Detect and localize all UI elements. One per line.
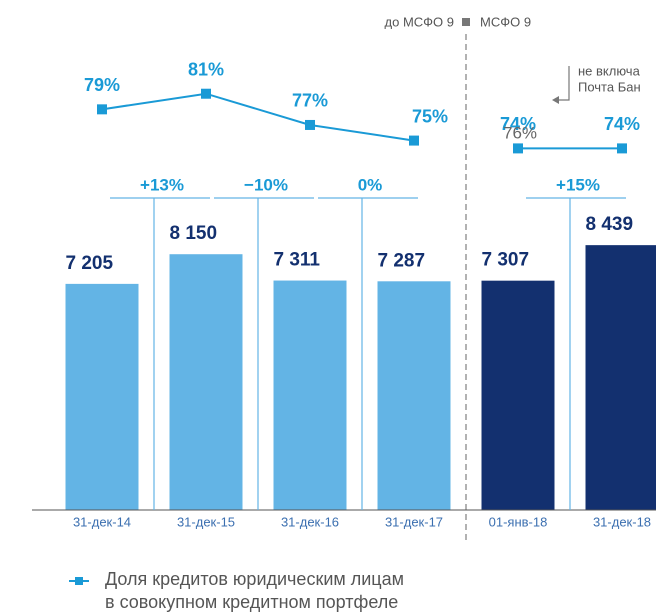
change-label: 0% [358,175,383,194]
bar-value-label: 7 307 [482,250,530,271]
bar [481,280,555,510]
x-tick-label: 31-дек-16 [281,514,339,529]
change-label: +15% [556,175,600,194]
period-label: до МСФО 9 [385,14,454,29]
bar [169,254,243,510]
legend-marker [75,577,83,585]
line [101,92,415,142]
bar [585,245,656,510]
annotation-value: 76% [503,123,537,142]
legend-label: в совокупном кредитном портфеле [105,592,398,612]
bar-value-label: 7 287 [378,250,426,271]
bar-value-label: 7 205 [66,253,114,274]
x-tick-label: 31-дек-15 [177,514,235,529]
annotation-text: не включа [578,63,641,78]
bar-value-label: 8 150 [170,223,218,244]
x-tick-label: 31-дек-14 [73,514,131,529]
annotation-arrow [552,96,559,104]
change-label: +13% [140,175,184,194]
change-label: −10% [244,175,288,194]
annotation-bracket [557,66,570,101]
line-value-label: 74% [500,114,536,134]
line-point [97,104,107,115]
bar-value-label: 7 311 [274,250,321,271]
bar [65,283,139,510]
line-point [617,143,627,154]
bar-value-label: 8 439 [586,214,634,235]
line-point [409,135,419,146]
line-point [201,88,211,99]
x-tick-label: 31-дек-17 [385,514,443,529]
line-value-label: 81% [188,59,224,79]
bar [377,281,451,510]
legend-label: Доля кредитов юридическим лицам [105,569,404,589]
line-value-label: 74% [604,114,640,134]
line-value-label: 79% [84,75,120,95]
line-point [513,143,523,154]
period-label: МСФО 9 [480,14,531,29]
bar [273,280,347,510]
period-marker [462,18,470,26]
annotation-text: Почта Бан [578,79,641,94]
line-point [305,119,315,130]
x-tick-label: 31-дек-18 [593,514,651,529]
x-tick-label: 01-янв-18 [489,514,548,529]
line-value-label: 75% [412,106,448,126]
line-value-label: 77% [292,91,328,111]
